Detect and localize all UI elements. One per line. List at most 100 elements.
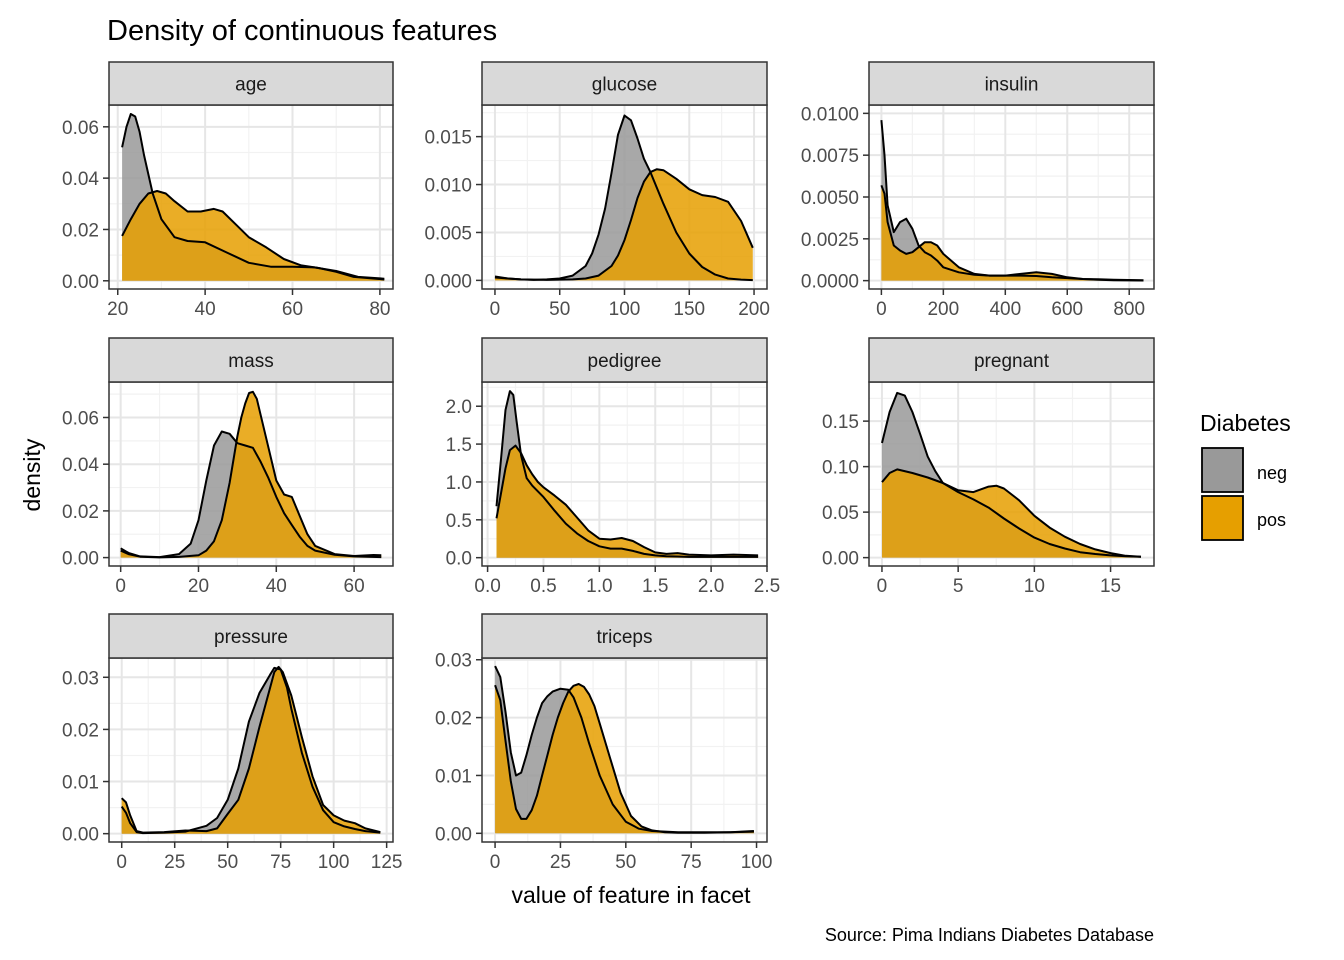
y-tick-label: 0.02 <box>435 709 472 730</box>
y-tick-label: 0.01 <box>435 766 472 787</box>
y-tick-label: 0.06 <box>62 408 99 429</box>
facet-strip-label: triceps <box>597 627 653 648</box>
x-tick-label: 75 <box>270 852 291 873</box>
y-tick-label: 0.005 <box>424 223 472 244</box>
x-tick-label: 50 <box>217 852 238 873</box>
facet-strip <box>481 613 768 659</box>
facet-insulin: insulin 0.0000 0.0025 0.0050 0.0075 0.0100 0 20… <box>801 61 1155 320</box>
density-area-pos <box>881 185 1144 281</box>
y-tick-label: 0.00 <box>62 549 99 570</box>
x-tick-label: 10 <box>1024 576 1045 597</box>
y-tick-label: 0.5 <box>446 511 472 532</box>
y-tick-label: 0.0025 <box>801 230 859 251</box>
y-tick-label: 0.015 <box>424 128 472 149</box>
y-tick-label: 0.04 <box>62 169 99 190</box>
y-tick-label: 0.03 <box>62 668 99 689</box>
y-tick-label: 0.0000 <box>801 272 859 293</box>
x-tick-label: 0 <box>115 576 126 597</box>
x-tick-label: 40 <box>266 576 287 597</box>
y-tick-label: 0.0 <box>446 549 472 570</box>
x-tick-label: 5 <box>953 576 964 597</box>
x-tick-label: 0.0 <box>474 576 500 597</box>
facet-strip-label: age <box>235 75 267 96</box>
x-tick-label: 40 <box>195 299 216 320</box>
x-tick-label: 15 <box>1100 576 1121 597</box>
y-tick-label: 0.02 <box>62 502 99 523</box>
chart-title: Density of continuous features <box>107 15 497 47</box>
x-tick-label: 1.5 <box>642 576 668 597</box>
y-tick-label: 1.5 <box>446 435 472 456</box>
x-tick-label: 80 <box>369 299 390 320</box>
y-tick-label: 0.000 <box>424 271 472 292</box>
x-tick-label: 200 <box>927 299 959 320</box>
x-tick-label: 20 <box>107 299 128 320</box>
y-tick-label: 0.0050 <box>801 188 859 209</box>
y-axis-title: density <box>19 438 45 511</box>
density-area-pos <box>882 469 1141 558</box>
x-tick-label: 0 <box>116 852 127 873</box>
x-tick-label: 400 <box>989 299 1021 320</box>
y-tick-label: 0.0075 <box>801 146 859 167</box>
legend-label-neg: neg <box>1257 463 1287 483</box>
x-tick-label: 50 <box>615 852 636 873</box>
y-tick-label: 0.05 <box>822 503 859 524</box>
facet-pressure: pressure 0.00 0.01 0.02 0.03 0 25 50 75 100 125 <box>62 613 403 873</box>
facet-strip <box>108 61 394 106</box>
x-tick-label: 600 <box>1051 299 1083 320</box>
facet-strip <box>481 337 768 383</box>
x-tick-label: 0 <box>877 576 888 597</box>
facet-triceps: triceps 0.00 0.01 0.02 0.03 0 25 50 75 100 <box>435 613 773 873</box>
facet-strip-label: pressure <box>214 627 288 648</box>
y-tick-label: 0.00 <box>62 272 99 293</box>
density-line-pos <box>121 665 381 834</box>
x-tick-label: 125 <box>371 852 403 873</box>
facet-glucose: glucose 0.000 0.005 0.010 0.015 0 50 100 150 200 <box>424 61 770 320</box>
facet-strip-label: pregnant <box>974 351 1050 372</box>
y-tick-label: 0.10 <box>822 458 859 479</box>
density-line-pos <box>495 444 759 557</box>
y-tick-label: 0.06 <box>62 118 99 139</box>
density-line-neg <box>495 390 759 558</box>
density-line-neg <box>881 391 1142 558</box>
x-tick-label: 20 <box>188 576 209 597</box>
y-tick-label: 0.00 <box>435 824 472 845</box>
y-tick-label: 0.03 <box>435 651 472 672</box>
x-tick-label: 60 <box>282 299 303 320</box>
y-tick-label: 0.00 <box>822 549 859 570</box>
x-tick-label: 60 <box>344 576 365 597</box>
y-tick-label: 0.010 <box>424 176 472 197</box>
facet-strip-label: pedigree <box>588 351 662 372</box>
density-area-pos <box>122 191 385 281</box>
x-tick-label: 0 <box>490 299 501 320</box>
facet-strip <box>481 61 768 106</box>
density-area-pos <box>495 684 754 834</box>
density-area-pos <box>496 445 759 558</box>
legend-key-neg <box>1201 447 1244 493</box>
y-tick-label: 0.0100 <box>801 104 859 125</box>
x-tick-label: 800 <box>1113 299 1145 320</box>
facet-age: age 0.00 0.02 0.04 0.06 20 40 60 80 <box>62 61 394 320</box>
y-tick-label: 0.01 <box>62 773 99 794</box>
legend-title: Diabetes <box>1200 410 1291 436</box>
legend-key-pos <box>1201 495 1244 541</box>
facet-strip <box>108 337 394 383</box>
x-tick-label: 200 <box>738 299 770 320</box>
x-tick-label: 75 <box>681 852 702 873</box>
density-line-pos <box>881 468 1142 558</box>
x-tick-label: 0 <box>490 852 501 873</box>
facet-strip <box>868 337 1155 383</box>
x-tick-label: 100 <box>609 299 641 320</box>
x-axis-title: value of feature in facet <box>511 882 751 908</box>
y-tick-label: 0.04 <box>62 455 99 476</box>
density-area-neg <box>121 667 381 834</box>
y-tick-label: 0.02 <box>62 220 99 241</box>
y-tick-label: 0.15 <box>822 412 859 433</box>
x-tick-label: 100 <box>741 852 773 873</box>
density-line-neg <box>120 430 382 559</box>
y-tick-label: 1.0 <box>446 473 472 494</box>
x-tick-label: 150 <box>673 299 705 320</box>
density-line-pos <box>494 683 754 834</box>
facet-pregnant: pregnant 0.00 0.05 0.10 0.15 0 5 10 15 <box>822 337 1155 597</box>
